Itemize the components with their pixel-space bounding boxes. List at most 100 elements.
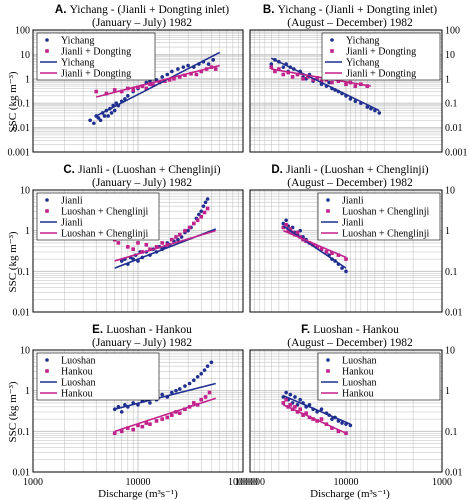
plot-area [269,57,382,115]
legend-marker [45,38,49,42]
plot-frame [32,29,244,153]
point-magenta [290,75,295,79]
point-blue [119,259,124,263]
point-magenta [324,250,329,254]
point-blue [183,384,187,388]
y-tick-label: 100 [445,26,460,37]
point-magenta [330,426,334,430]
panel-title: C. Jianli - (Luoshan + Chenglinji) [63,164,220,176]
point-magenta [277,67,281,71]
legend-label: Luoshan + Chenglinji [342,229,430,240]
point-magenta [187,225,192,230]
legend-marker [45,198,49,202]
y-tick-label: 1 [445,226,450,237]
y-tick-label: 0.01 [13,468,31,479]
x-axis-label-left: Discharge (m³s⁻¹) [98,488,178,500]
legend-label: Yichang [346,58,379,69]
y-tick-label: 0.01 [445,468,463,479]
point-blue [293,395,297,399]
fit-line-magenta [96,64,220,98]
point-magenta [119,429,124,434]
point-magenta [293,405,297,409]
y-tick-label: 1 [445,74,450,85]
x-tick-label: 100000 [235,477,265,488]
y-axis-label-bottom: SSC (kg m⁻³) [7,381,19,442]
legend-label: Jianli + Dongting [346,69,416,80]
point-magenta [160,241,164,245]
point-magenta [170,413,174,417]
legend-label: Hankou [61,389,93,400]
legend-label: Jianli [342,218,364,229]
point-magenta [205,206,210,211]
x-axis-label-right: Discharge (m³s⁻¹) [310,488,390,500]
plot-area [112,197,217,269]
point-blue [170,69,174,74]
point-blue [187,381,192,386]
fit-line-magenta [282,404,347,434]
point-magenta [148,247,152,252]
x-tick-label: 10000 [126,477,151,488]
point-blue [201,204,206,208]
point-blue [202,368,207,372]
point-magenta [136,423,140,428]
point-magenta [131,427,135,432]
point-blue [176,237,180,242]
plot-frame [249,349,443,473]
point-blue [96,116,101,120]
legend-marker [330,49,334,53]
point-magenta [281,225,286,230]
panel-letter: E. [92,324,106,336]
point-magenta [112,88,117,92]
point-magenta [131,247,135,252]
point-magenta [195,218,200,223]
point-magenta [281,401,286,405]
legend-label: Jianli + Dongting [61,47,131,58]
fit-line-blue [282,225,347,269]
point-blue [211,58,215,62]
point-blue [148,401,152,405]
y-tick-label: 0.001 [8,148,31,159]
legend-marker [45,358,49,362]
legend-label: Luoshan + Chenglinji [61,207,149,218]
panel-letter: F. [301,324,313,336]
point-blue [192,378,196,383]
point-blue [365,105,370,109]
plot-frame [249,29,443,153]
point-magenta [126,426,130,430]
point-blue [353,99,358,104]
point-blue [176,67,180,71]
panel-title-text: Jianli - (Luoshan + Chenglinji) [78,164,221,176]
point-magenta [192,401,196,405]
y-tick-label: 1 [25,226,30,237]
point-magenta [112,431,117,435]
point-magenta [315,75,319,80]
panel-title: D. Jianli - (Luoshan + Chenglinji) [271,164,428,176]
panel-title: F. Luoshan - Hankou [301,324,399,336]
point-magenta [281,72,286,77]
legend-marker [326,358,330,362]
point-magenta [319,417,324,421]
point-magenta [298,407,302,412]
point-magenta [330,80,334,85]
point-magenta [116,241,121,245]
x-tick-label: 100000 [228,477,258,488]
legend-label: Jianli [342,196,364,207]
point-magenta [126,245,130,249]
legend-label: Hankou [61,367,93,378]
point-magenta [148,82,152,87]
fit-line-magenta [271,68,372,87]
point-magenta [140,84,145,88]
point-blue [114,101,119,105]
fit-line-magenta [114,397,216,433]
plot-area [281,218,348,274]
point-magenta [353,84,358,88]
fit-line-blue [95,51,221,117]
point-magenta [177,411,182,415]
y-tick-label: 0.1 [18,267,31,278]
point-magenta [144,242,149,247]
point-blue [177,387,182,391]
legend-box [36,352,160,401]
y-tick-label: 0.01 [445,123,463,134]
y-tick-label: 0.01 [13,123,31,134]
